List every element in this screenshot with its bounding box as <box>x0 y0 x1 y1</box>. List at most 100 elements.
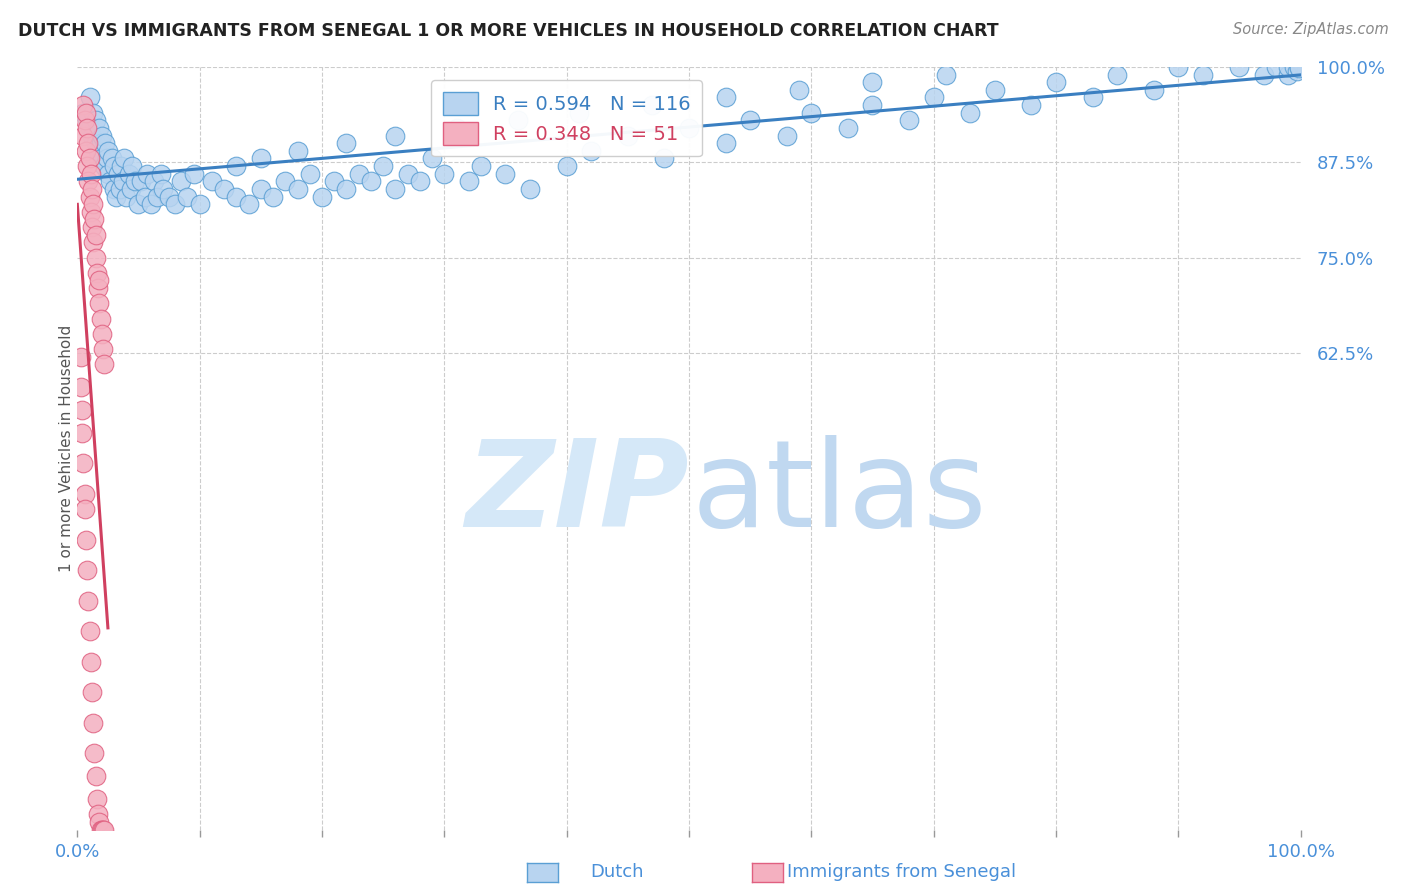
Point <box>84 227 107 242</box>
Point <box>84 769 107 783</box>
Point <box>1107 68 1129 82</box>
Point <box>77 594 100 608</box>
Point <box>89 120 111 135</box>
Point <box>107 167 129 181</box>
Point <box>274 174 297 188</box>
Point <box>396 167 419 181</box>
Point <box>935 68 957 82</box>
Point <box>84 113 107 128</box>
Point <box>457 174 479 188</box>
Point <box>495 167 517 181</box>
Point <box>1229 60 1251 74</box>
Point <box>70 350 93 364</box>
Point <box>446 120 468 135</box>
Point <box>1191 68 1213 82</box>
Point <box>579 144 602 158</box>
Point <box>862 75 884 89</box>
Point <box>83 212 105 227</box>
Point <box>79 120 101 135</box>
Point <box>149 167 172 181</box>
Point <box>136 167 159 181</box>
Point <box>70 425 93 440</box>
Point <box>298 167 321 181</box>
Point <box>143 174 166 188</box>
Point <box>678 120 700 135</box>
Point <box>77 136 100 150</box>
Text: DUTCH VS IMMIGRANTS FROM SENEGAL 1 OR MORE VEHICLES IN HOUSEHOLD CORRELATION CHA: DUTCH VS IMMIGRANTS FROM SENEGAL 1 OR MO… <box>18 22 998 40</box>
Point <box>139 197 162 211</box>
Point <box>862 98 884 112</box>
Point <box>568 105 591 120</box>
Point <box>76 563 98 577</box>
Text: Immigrants from Senegal: Immigrants from Senegal <box>787 863 1017 881</box>
Text: ZIP: ZIP <box>465 435 689 552</box>
Point <box>79 152 101 166</box>
Point <box>1288 62 1310 76</box>
Point <box>83 746 105 760</box>
Point <box>238 197 260 211</box>
Point <box>80 167 103 181</box>
Point <box>72 128 94 143</box>
Point <box>335 182 357 196</box>
Point <box>73 502 96 516</box>
Point <box>90 822 112 837</box>
Point <box>70 380 93 394</box>
Point <box>617 128 640 143</box>
Point <box>922 90 945 104</box>
Point <box>170 174 193 188</box>
Point <box>1143 83 1166 97</box>
Point <box>80 128 103 143</box>
Point <box>420 152 443 166</box>
Point <box>506 113 529 128</box>
Point <box>84 251 107 265</box>
Point <box>1277 60 1299 74</box>
Point <box>89 296 111 310</box>
Point <box>776 128 799 143</box>
Point <box>311 189 333 203</box>
Text: Dutch: Dutch <box>591 863 644 881</box>
Point <box>94 136 117 150</box>
Point <box>176 189 198 203</box>
Point <box>360 174 382 188</box>
Point <box>80 685 103 699</box>
Point <box>1284 60 1306 74</box>
Point <box>98 174 121 188</box>
Point <box>72 105 94 120</box>
Point <box>86 266 108 280</box>
Point <box>959 105 981 120</box>
Point <box>76 120 98 135</box>
Point <box>1081 90 1104 104</box>
Point <box>103 182 125 196</box>
Point <box>73 113 96 128</box>
Point <box>409 174 432 188</box>
Point <box>120 182 142 196</box>
Point <box>118 167 141 181</box>
Point <box>80 182 103 196</box>
Point <box>1253 68 1275 82</box>
Point <box>76 159 98 173</box>
Point <box>79 624 101 639</box>
Legend: R = 0.594   N = 116, R = 0.348   N = 51: R = 0.594 N = 116, R = 0.348 N = 51 <box>430 80 703 156</box>
Point <box>787 83 810 97</box>
Point <box>654 152 676 166</box>
Point <box>287 144 309 158</box>
Point <box>80 204 103 219</box>
Point <box>134 189 156 203</box>
Y-axis label: 1 or more Vehicles in Household: 1 or more Vehicles in Household <box>59 325 73 572</box>
Point <box>800 105 823 120</box>
Point <box>898 113 921 128</box>
Point <box>433 167 456 181</box>
Point <box>91 342 114 356</box>
Point <box>1167 60 1189 74</box>
Point <box>121 159 143 173</box>
Point <box>384 182 406 196</box>
Point <box>93 822 115 837</box>
Point <box>225 189 247 203</box>
Point <box>90 311 112 326</box>
Point <box>347 167 370 181</box>
Point <box>188 197 211 211</box>
Point <box>87 144 110 158</box>
Point <box>287 182 309 196</box>
Point <box>111 174 134 188</box>
Point <box>323 174 346 188</box>
